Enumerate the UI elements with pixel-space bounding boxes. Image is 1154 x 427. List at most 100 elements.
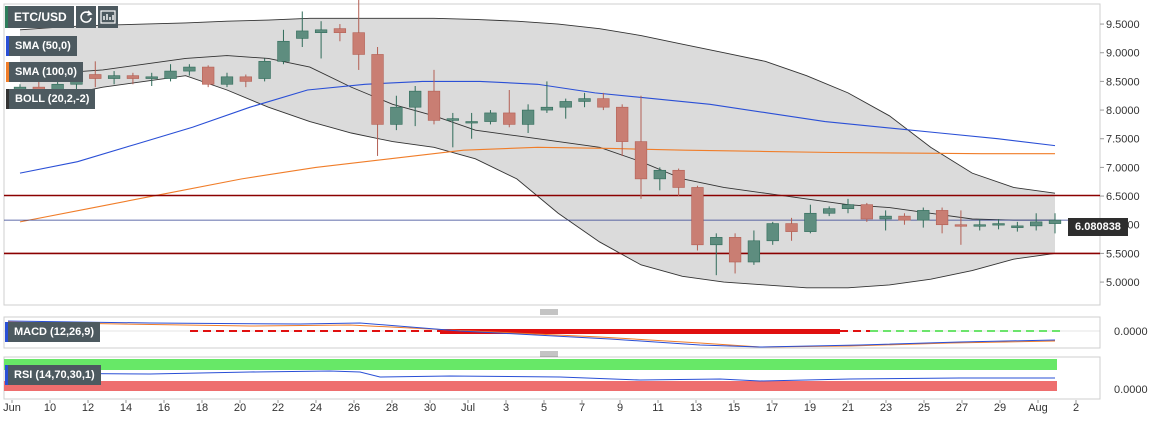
price-tick-label: 7.5000 xyxy=(1106,134,1140,146)
candle-body xyxy=(220,76,234,85)
candle-body xyxy=(634,141,648,180)
price-tick-label: 9.5000 xyxy=(1106,19,1140,31)
candle-body xyxy=(804,212,817,232)
candle xyxy=(352,0,365,70)
x-tick-label: 29 xyxy=(994,402,1006,414)
price-tick-label: 7.0000 xyxy=(1106,162,1140,174)
candle-body xyxy=(823,208,836,214)
candle-body xyxy=(314,29,328,33)
candle xyxy=(465,112,478,139)
candle-body xyxy=(917,210,930,221)
candle xyxy=(917,207,930,228)
candle xyxy=(1030,213,1043,231)
rsi-oversold-zone xyxy=(4,381,1057,391)
candle-body xyxy=(898,215,911,221)
refresh-icon[interactable] xyxy=(75,6,96,28)
candle-body xyxy=(145,76,158,79)
candle xyxy=(747,230,761,265)
candle xyxy=(728,233,742,274)
macd-signal-line xyxy=(7,321,1056,348)
pair-label[interactable]: ETC/USD xyxy=(5,6,74,28)
candle xyxy=(371,47,384,156)
candle xyxy=(841,198,855,214)
legend-sma50[interactable]: SMA (50,0) xyxy=(6,36,77,56)
candle xyxy=(597,92,610,111)
candle xyxy=(954,210,968,245)
x-tick-label: 16 xyxy=(158,402,170,414)
legend-rsi[interactable]: RSI (14,70,30,1) xyxy=(5,365,101,385)
candle xyxy=(691,185,704,251)
candle xyxy=(634,95,648,199)
x-tick-label: 27 xyxy=(956,402,968,414)
candle xyxy=(540,81,554,113)
candle xyxy=(220,72,234,88)
sma100-swatch xyxy=(6,62,9,82)
legend-macd[interactable]: MACD (12,26,9) xyxy=(5,322,101,342)
candle xyxy=(935,207,949,234)
price-tick-label: 6.5000 xyxy=(1106,191,1140,203)
legend-sma100[interactable]: SMA (100,0) xyxy=(6,62,83,82)
candle xyxy=(992,219,1005,230)
price-tick-label: 9.0000 xyxy=(1106,48,1140,60)
rsi-zero-label: 0.0000 xyxy=(1114,384,1148,396)
candle-body xyxy=(107,75,121,79)
candle-body xyxy=(333,28,347,33)
candle xyxy=(484,110,497,125)
candle-body xyxy=(559,101,572,108)
candle xyxy=(973,219,986,231)
candle xyxy=(89,61,102,88)
candle-body xyxy=(1048,219,1062,224)
x-tick-label: 25 xyxy=(918,402,930,414)
legend-boll-label: BOLL (20,2,-2) xyxy=(15,93,90,105)
x-tick-label: 9 xyxy=(617,402,623,414)
candle-body xyxy=(164,70,177,79)
x-tick-label: 23 xyxy=(880,402,892,414)
rsi-overbought-zone xyxy=(4,359,1057,370)
chart-type-icon[interactable] xyxy=(97,6,118,28)
candle-body xyxy=(728,237,742,263)
candle-body xyxy=(540,106,554,111)
candle xyxy=(616,104,629,156)
candle-body xyxy=(258,61,271,79)
candle-body xyxy=(352,32,365,55)
candle-body xyxy=(841,204,855,209)
candle xyxy=(107,71,121,85)
x-tick-label: 14 xyxy=(120,402,132,414)
candle-body xyxy=(503,112,516,125)
candle-body xyxy=(89,74,102,79)
x-tick-label: 3 xyxy=(503,402,509,414)
candle-body xyxy=(521,109,535,125)
rsi-line xyxy=(7,370,1055,382)
candle xyxy=(164,64,177,82)
legend-boll[interactable]: BOLL (20,2,-2) xyxy=(6,89,96,109)
boll-swatch xyxy=(6,89,9,109)
x-tick-label: 18 xyxy=(196,402,208,414)
candle xyxy=(1048,213,1062,234)
candle xyxy=(879,210,892,231)
candle-body xyxy=(992,223,1005,226)
candle xyxy=(145,72,158,86)
candle xyxy=(296,11,309,47)
x-tick-label: 10 xyxy=(44,402,56,414)
x-tick-label: 26 xyxy=(348,402,360,414)
candle-body xyxy=(427,90,441,121)
x-tick-label: 11 xyxy=(652,402,663,414)
candle xyxy=(521,104,535,133)
legend-sma50-label: SMA (50,0) xyxy=(15,40,71,52)
candle-body xyxy=(879,215,892,220)
blank-overlay xyxy=(12,262,132,290)
candle-body xyxy=(616,106,629,142)
candle-body xyxy=(653,169,666,180)
candle xyxy=(1011,221,1024,232)
candle-body xyxy=(1011,225,1024,228)
candle xyxy=(804,204,817,234)
price-tick-label: 8.0000 xyxy=(1106,105,1140,117)
macd-zero-label: 0.0000 xyxy=(1114,326,1148,338)
candle-body xyxy=(183,66,196,72)
candle xyxy=(183,64,196,76)
x-tick-label: 15 xyxy=(728,402,740,414)
price-tick-label: 8.5000 xyxy=(1106,76,1140,88)
candle xyxy=(860,202,873,222)
candle xyxy=(277,29,290,65)
